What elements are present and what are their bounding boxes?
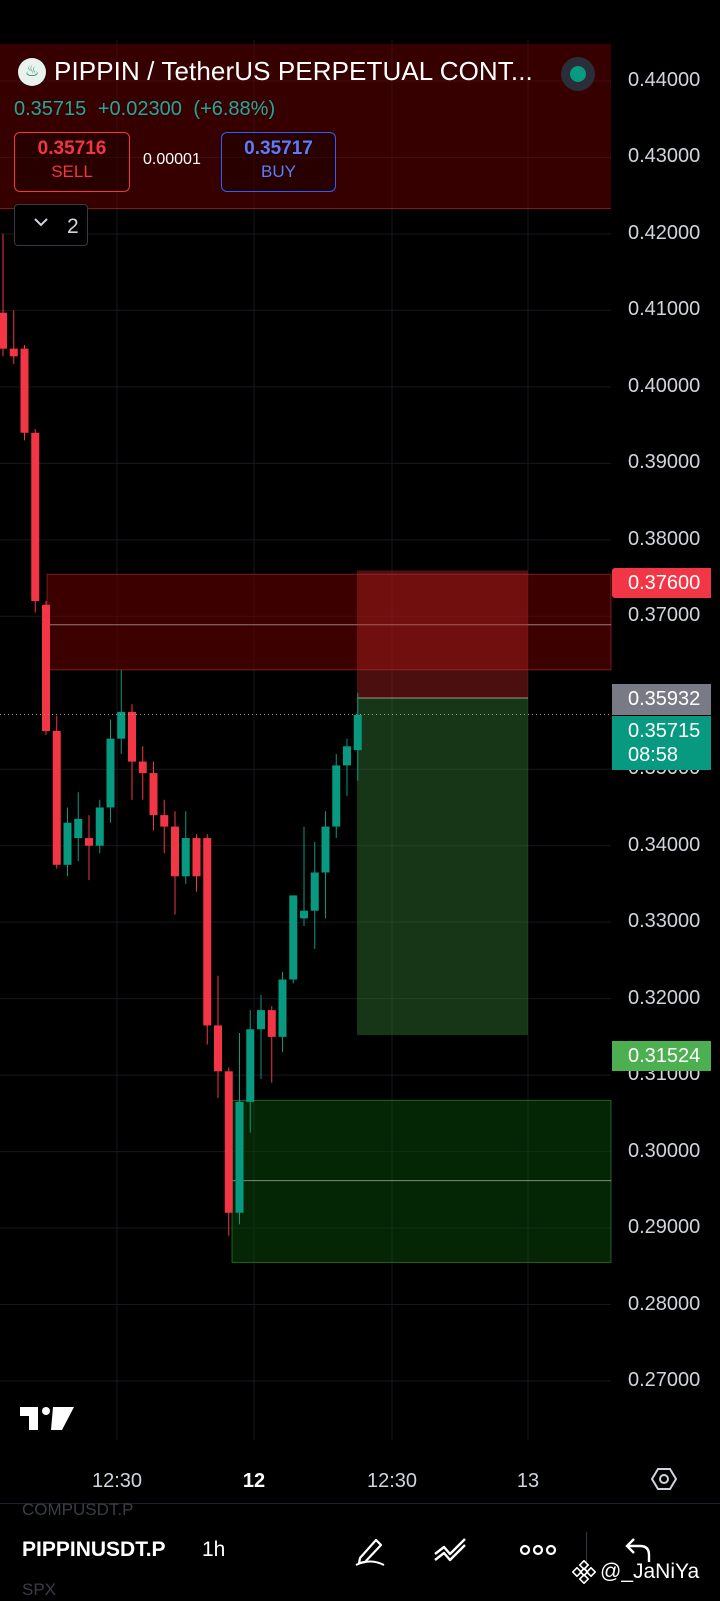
price-change: +0.02300 bbox=[97, 98, 182, 120]
undo-icon[interactable] bbox=[618, 1532, 654, 1568]
zone-resistance bbox=[46, 573, 612, 671]
bear-candle bbox=[9, 348, 18, 357]
last-price: 0.35715 bbox=[14, 98, 87, 120]
bull-candle bbox=[106, 738, 115, 808]
bear-candle bbox=[85, 838, 93, 846]
symbol-header-panel bbox=[0, 44, 611, 209]
bull-candle bbox=[95, 807, 104, 846]
bear-candle bbox=[0, 312, 7, 349]
bull-candle bbox=[235, 1101, 244, 1213]
trend-line-tool-icon[interactable] bbox=[432, 1532, 468, 1568]
bull-candle bbox=[289, 895, 298, 980]
bull-candle bbox=[332, 765, 341, 827]
buy-label: BUY bbox=[261, 162, 296, 181]
chart-settings-gear-icon[interactable] bbox=[651, 1466, 677, 1492]
bear-candle bbox=[214, 1025, 222, 1072]
time-label-13: 13 bbox=[516, 1470, 540, 1492]
sell-button[interactable]: 0.35716 SELL bbox=[14, 132, 130, 192]
bear-candle bbox=[267, 1010, 276, 1037]
bull-candle bbox=[181, 838, 190, 877]
price-axis-label: 0.37000 bbox=[628, 604, 701, 627]
more-options-icon[interactable] bbox=[518, 1532, 558, 1568]
prev-symbol-hint[interactable]: COMPUSDT.P bbox=[22, 1500, 134, 1519]
sell-price: 0.35716 bbox=[37, 138, 107, 159]
coin-logo-icon: ♨ bbox=[18, 58, 46, 86]
indicator-count: 2 bbox=[67, 215, 79, 238]
price-axis-label: 0.30000 bbox=[628, 1139, 701, 1162]
price-axis-label: 0.32000 bbox=[628, 986, 701, 1009]
bear-candle bbox=[31, 432, 40, 601]
bear-candle bbox=[192, 838, 201, 877]
stop-loss-price-tag: 0.37600 bbox=[612, 568, 711, 598]
entry-price-tag: 0.35932 bbox=[612, 684, 711, 715]
chevron-down-icon bbox=[34, 218, 48, 227]
interval-selector[interactable]: 1h bbox=[202, 1538, 226, 1561]
price-axis-label: 0.43000 bbox=[628, 145, 701, 168]
binance-logo-icon bbox=[572, 1560, 596, 1585]
price-axis-label: 0.44000 bbox=[628, 69, 701, 91]
bull-candle bbox=[63, 822, 72, 865]
bull-candle bbox=[117, 711, 126, 739]
zone-support bbox=[231, 1099, 612, 1263]
buy-price: 0.35717 bbox=[244, 138, 313, 159]
bottom-toolbar bbox=[0, 1503, 720, 1601]
bear-candle bbox=[128, 711, 136, 762]
price-change-line: 0.35715 +0.02300 (+6.88%) bbox=[14, 98, 281, 121]
next-symbol-hint[interactable]: SPX bbox=[22, 1580, 57, 1599]
price-change-percent: (+6.88%) bbox=[193, 98, 276, 120]
price-axis-label: 0.34000 bbox=[628, 833, 701, 856]
buy-button[interactable]: 0.35717 BUY bbox=[221, 132, 336, 192]
price-axis-label: 0.29000 bbox=[628, 1216, 701, 1239]
bear-candle bbox=[171, 826, 179, 877]
bear-candle bbox=[160, 815, 169, 827]
symbol-selector[interactable]: PIPPINUSDT.P bbox=[22, 1538, 166, 1561]
toolbar-divider bbox=[586, 1532, 587, 1572]
bull-candle bbox=[278, 979, 287, 1037]
bar-countdown: 08:58 bbox=[628, 744, 679, 766]
time-label-1230-second: 12:30 bbox=[366, 1470, 418, 1492]
tradingview-logo-icon[interactable] bbox=[20, 1404, 74, 1432]
bear-candle bbox=[224, 1071, 233, 1213]
price-axis-label: 0.41000 bbox=[628, 298, 701, 321]
take-profit-price-tag: 0.31524 bbox=[612, 1041, 711, 1071]
price-axis-label: 0.40000 bbox=[628, 374, 701, 397]
watermark: @_JaNiYa bbox=[572, 1560, 700, 1585]
price-axis-label: 0.42000 bbox=[628, 221, 701, 244]
bear-candle bbox=[149, 773, 158, 816]
spread-value: 0.00001 bbox=[143, 151, 201, 168]
zone-short-target bbox=[357, 697, 528, 1036]
current-price-tag: 0.35715 08:58 bbox=[612, 716, 711, 770]
bear-candle bbox=[203, 838, 212, 1026]
bull-candle bbox=[246, 1029, 255, 1102]
bull-candle bbox=[310, 872, 319, 911]
bear-candle bbox=[20, 348, 29, 433]
bull-candle bbox=[343, 746, 351, 766]
price-axis-label: 0.27000 bbox=[628, 1369, 701, 1391]
zone-short-stop bbox=[357, 570, 528, 698]
sell-label: SELL bbox=[51, 162, 93, 181]
bear-candle bbox=[52, 731, 61, 865]
price-axis-label: 0.33000 bbox=[628, 910, 701, 933]
indicators-toggle-button[interactable]: 2 bbox=[14, 204, 88, 246]
bull-candle bbox=[321, 826, 330, 873]
bull-candle bbox=[353, 714, 362, 751]
time-label-day-12: 12 bbox=[242, 1470, 266, 1492]
market-open-dot-icon bbox=[570, 66, 586, 82]
current-price: 0.35715 bbox=[628, 720, 701, 742]
watermark-text: @_JaNiYa bbox=[600, 1560, 700, 1583]
bull-candle bbox=[300, 910, 308, 919]
price-axis-label: 0.28000 bbox=[628, 1292, 701, 1315]
price-axis-label: 0.39000 bbox=[628, 451, 701, 474]
bear-candle bbox=[42, 604, 50, 731]
bull-candle bbox=[74, 818, 83, 839]
bull-candle bbox=[257, 1010, 265, 1030]
market-status-indicator[interactable] bbox=[561, 57, 595, 91]
bear-candle bbox=[138, 761, 147, 774]
price-axis-label: 0.38000 bbox=[628, 527, 701, 550]
drawing-pen-icon[interactable] bbox=[352, 1532, 388, 1568]
time-label-1230-first: 12:30 bbox=[91, 1470, 143, 1492]
symbol-title[interactable]: PIPPIN / TetherUS PERPETUAL CONT... bbox=[54, 56, 533, 86]
